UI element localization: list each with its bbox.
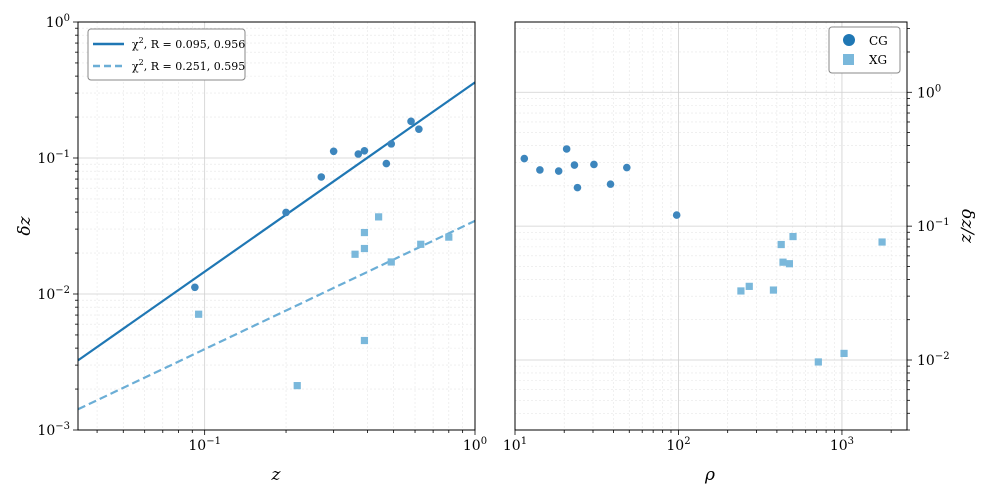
legend-xg-square-marker xyxy=(843,54,854,65)
left-cg-point xyxy=(407,117,415,126)
right-axis-ticks: 101 102 103 10−2 10−1 100 xyxy=(503,28,950,454)
right-x-axis-title: ρ xyxy=(704,465,715,485)
fit-line-1 xyxy=(77,81,476,362)
right-legend-box xyxy=(828,26,901,74)
left-x-tick-label: 100 xyxy=(463,436,487,454)
left-y-tick-label: 10−1 xyxy=(37,149,70,167)
left-xg-point xyxy=(351,250,359,258)
left-x-tick-label: 10−1 xyxy=(188,436,221,454)
left-y-axis-title: δz xyxy=(15,215,35,235)
right-cg-point xyxy=(536,166,544,174)
left-xg-point xyxy=(195,310,203,318)
right-xg-point xyxy=(878,238,886,246)
left-xg-point xyxy=(360,228,369,237)
right-cg-point xyxy=(570,161,579,169)
legend-fit1-label: χ2, R = 0.095, 0.956 xyxy=(132,36,245,51)
right-xg-point xyxy=(769,286,778,294)
right-xg-point xyxy=(785,260,793,268)
legend-cg-circle-marker xyxy=(843,34,855,46)
right-cg-point xyxy=(606,180,615,188)
right-xg-point xyxy=(745,282,753,290)
right-y-tick-label: 10−2 xyxy=(917,351,950,369)
right-y-tick-label: 100 xyxy=(917,83,941,101)
right-x-tick-label: 102 xyxy=(666,436,690,454)
left-plot: 10−1 100 10−3 10−2 10−1 100 z δz χ2, R = 0.09… xyxy=(15,13,487,485)
left-fit-lines xyxy=(77,81,476,411)
left-cg-point xyxy=(317,173,326,181)
right-cg-point xyxy=(672,211,681,219)
right-y-axis-title: δz/z xyxy=(957,209,977,244)
left-xg-point xyxy=(417,240,425,248)
right-cg-point xyxy=(554,167,563,175)
right-xg-point xyxy=(737,287,745,295)
left-cg-point xyxy=(387,140,396,148)
left-cg-point xyxy=(415,125,423,133)
right-cg-point xyxy=(623,163,631,172)
right-xg-point xyxy=(789,232,797,241)
left-cg-point xyxy=(354,150,363,158)
left-xg-point xyxy=(445,233,453,241)
left-legend-box xyxy=(87,28,246,81)
right-cg-point xyxy=(590,160,598,169)
fit-line-2 xyxy=(77,219,476,411)
right-xg-point xyxy=(779,258,787,266)
left-y-tick-label: 10−3 xyxy=(37,421,70,439)
left-cg-point xyxy=(191,283,199,292)
left-plot-frame xyxy=(77,21,476,431)
right-xg-point xyxy=(840,349,848,358)
right-data-points xyxy=(520,145,886,366)
right-y-tick-label: 10−1 xyxy=(917,217,950,235)
left-plot-background xyxy=(78,22,475,430)
left-axis-ticks: 10−1 100 10−3 10−2 10−1 100 xyxy=(37,13,487,454)
right-xg-point xyxy=(814,358,822,366)
left-xg-point xyxy=(293,382,301,390)
left-xg-point xyxy=(360,336,369,345)
right-xg-point xyxy=(777,240,785,249)
left-y-tick-label: 10−2 xyxy=(37,285,70,303)
left-data-points xyxy=(191,117,453,390)
right-cg-point xyxy=(562,145,571,153)
right-plot: 101 102 103 10−2 10−1 100 ρ δz/z CG XG xyxy=(503,21,977,485)
right-x-tick-label: 101 xyxy=(503,436,527,454)
left-cg-point xyxy=(382,159,391,168)
legend-fit2-label: χ2, R = 0.251, 0.595 xyxy=(132,58,245,73)
legend-cg-label: CG xyxy=(869,34,888,48)
right-x-tick-label: 103 xyxy=(830,436,854,454)
right-cg-point xyxy=(573,183,582,192)
right-cg-point xyxy=(520,154,529,163)
left-y-tick-label: 100 xyxy=(46,13,70,31)
legend-xg-label: XG xyxy=(869,53,887,67)
left-legend: χ2, R = 0.095, 0.956 χ2, R = 0.251, 0.59… xyxy=(87,28,246,81)
left-xg-point xyxy=(360,244,369,253)
right-legend: CG XG xyxy=(828,26,901,74)
left-cg-point xyxy=(360,146,369,155)
left-xg-point xyxy=(387,258,395,266)
left-cg-point xyxy=(329,147,338,156)
left-x-axis-title: z xyxy=(271,465,282,485)
left-cg-point xyxy=(282,208,290,217)
left-xg-point xyxy=(375,213,383,221)
